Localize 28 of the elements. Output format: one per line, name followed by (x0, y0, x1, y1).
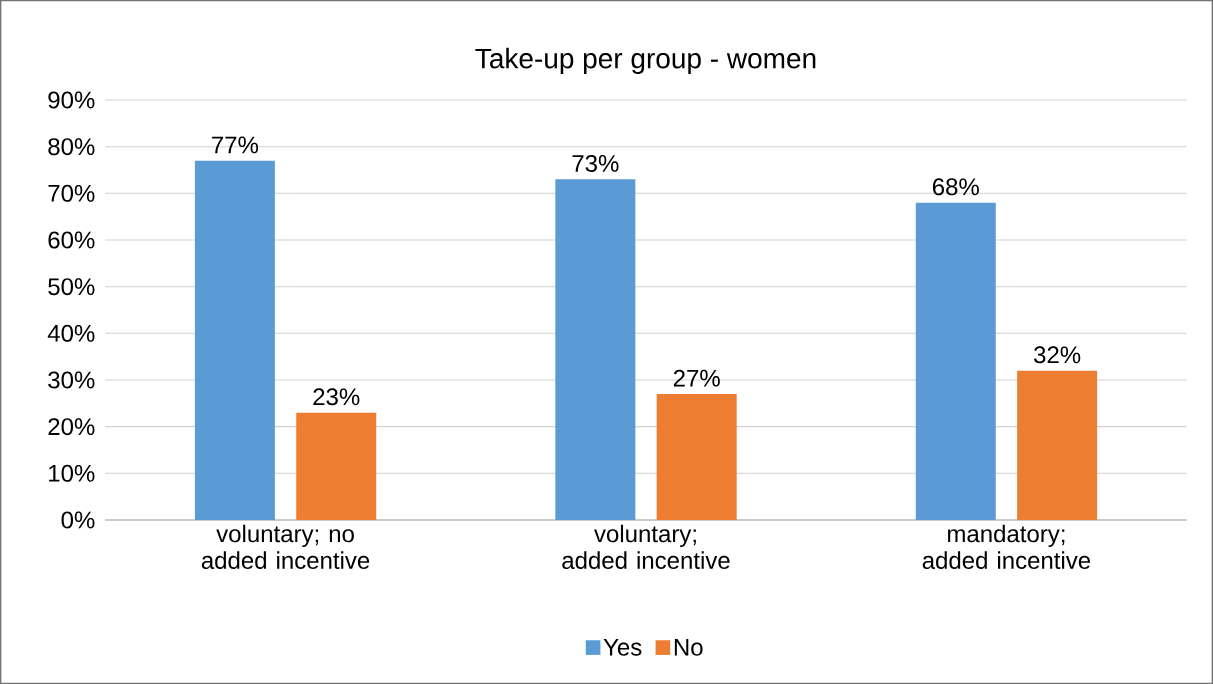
y-tick-label: 90% (48, 91, 95, 109)
data-label: 73% (572, 154, 619, 172)
x-tick-label: voluntary; no added incentive (201, 524, 370, 569)
data-label: 32% (1034, 346, 1081, 364)
data-label: 23% (313, 388, 360, 406)
y-tick-label: 20% (48, 418, 95, 436)
y-tick-label: 30% (48, 371, 95, 389)
bar (1017, 370, 1098, 520)
legend-label: No (674, 638, 703, 656)
bar (656, 393, 737, 520)
bar (915, 202, 996, 520)
data-label: 27% (673, 369, 720, 387)
x-tick-label: mandatory; added incentive (922, 524, 1091, 569)
y-tick-label: 50% (48, 278, 95, 296)
data-label: 77% (212, 136, 259, 154)
y-tick-label: 60% (48, 231, 95, 249)
y-tick-label: 70% (48, 184, 95, 202)
chart-title: Take-up per group - women (475, 47, 816, 74)
data-label: 68% (932, 178, 979, 196)
y-tick-label: 40% (47, 324, 95, 342)
bar (555, 179, 636, 520)
y-tick-label: 0% (61, 511, 95, 529)
x-tick-label: voluntary; added incentive (562, 524, 730, 569)
y-tick-label: 10% (49, 464, 95, 482)
bar (194, 160, 275, 520)
legend-label: Yes (603, 638, 642, 656)
bar (296, 412, 377, 520)
y-tick-label: 80% (48, 138, 95, 156)
